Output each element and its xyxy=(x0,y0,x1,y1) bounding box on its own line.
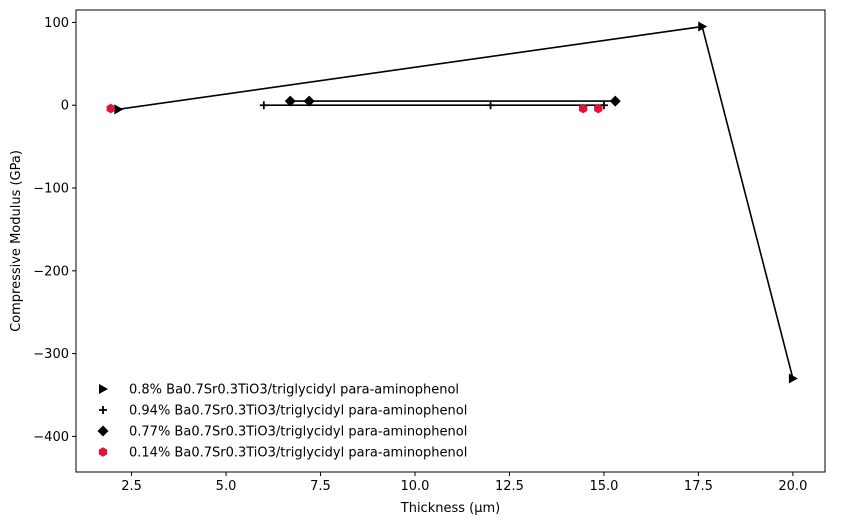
data-point xyxy=(599,101,608,110)
y-tick-label: −300 xyxy=(33,347,69,362)
x-tick-label: 10.0 xyxy=(401,479,430,494)
series-2 xyxy=(259,101,608,110)
data-point xyxy=(609,95,621,107)
y-tick-label: −100 xyxy=(33,182,69,197)
legend-item: 0.94% Ba0.7Sr0.3TiO3/triglycidyl para-am… xyxy=(99,404,467,419)
data-point xyxy=(284,95,296,107)
x-axis-label: Thickness (µm) xyxy=(400,501,500,516)
legend-marker xyxy=(97,425,109,437)
x-tick-label: 12.5 xyxy=(495,479,524,494)
legend: 0.8% Ba0.7Sr0.3TiO3/triglycidyl para-ami… xyxy=(97,383,467,461)
series-1 xyxy=(114,21,798,384)
y-tick-label: −400 xyxy=(33,430,69,445)
plot-frame xyxy=(75,9,826,473)
y-tick-label: 100 xyxy=(44,16,69,31)
data-point xyxy=(788,373,798,384)
series-line xyxy=(118,25,794,379)
x-tick-label: 15.0 xyxy=(589,479,618,494)
data-point xyxy=(594,103,603,114)
legend-label: 0.77% Ba0.7Sr0.3TiO3/triglycidyl para-am… xyxy=(129,425,467,440)
series-3 xyxy=(284,95,621,107)
legend-label: 0.94% Ba0.7Sr0.3TiO3/triglycidyl para-am… xyxy=(129,404,467,419)
series-4 xyxy=(106,103,603,114)
legend-item: 0.77% Ba0.7Sr0.3TiO3/triglycidyl para-am… xyxy=(97,425,467,440)
x-tick-label: 7.5 xyxy=(310,479,331,494)
y-axis-label: Compressive Modulus (GPa) xyxy=(9,150,24,332)
y-tick-label: 0 xyxy=(61,99,69,114)
data-point xyxy=(303,95,315,107)
data-point xyxy=(114,104,124,115)
data-point xyxy=(259,101,268,110)
legend-label: 0.14% Ba0.7Sr0.3TiO3/triglycidyl para-am… xyxy=(129,446,467,461)
legend-marker xyxy=(98,447,108,457)
x-tick-label: 5.0 xyxy=(216,479,237,494)
data-point xyxy=(578,103,588,114)
legend-marker xyxy=(99,406,107,414)
legend-item: 0.14% Ba0.7Sr0.3TiO3/triglycidyl para-am… xyxy=(98,446,467,461)
legend-item: 0.8% Ba0.7Sr0.3TiO3/triglycidyl para-ami… xyxy=(99,383,459,398)
data-point xyxy=(486,101,495,110)
x-tick-label: 20.0 xyxy=(778,479,807,494)
data-point xyxy=(698,21,708,32)
legend-marker xyxy=(99,384,108,394)
x-tick-label: 17.5 xyxy=(684,479,713,494)
x-tick-label: 2.5 xyxy=(121,479,142,494)
legend-label: 0.8% Ba0.7Sr0.3TiO3/triglycidyl para-ami… xyxy=(129,383,459,398)
data-point xyxy=(106,103,115,114)
y-tick-label: −200 xyxy=(33,264,69,279)
